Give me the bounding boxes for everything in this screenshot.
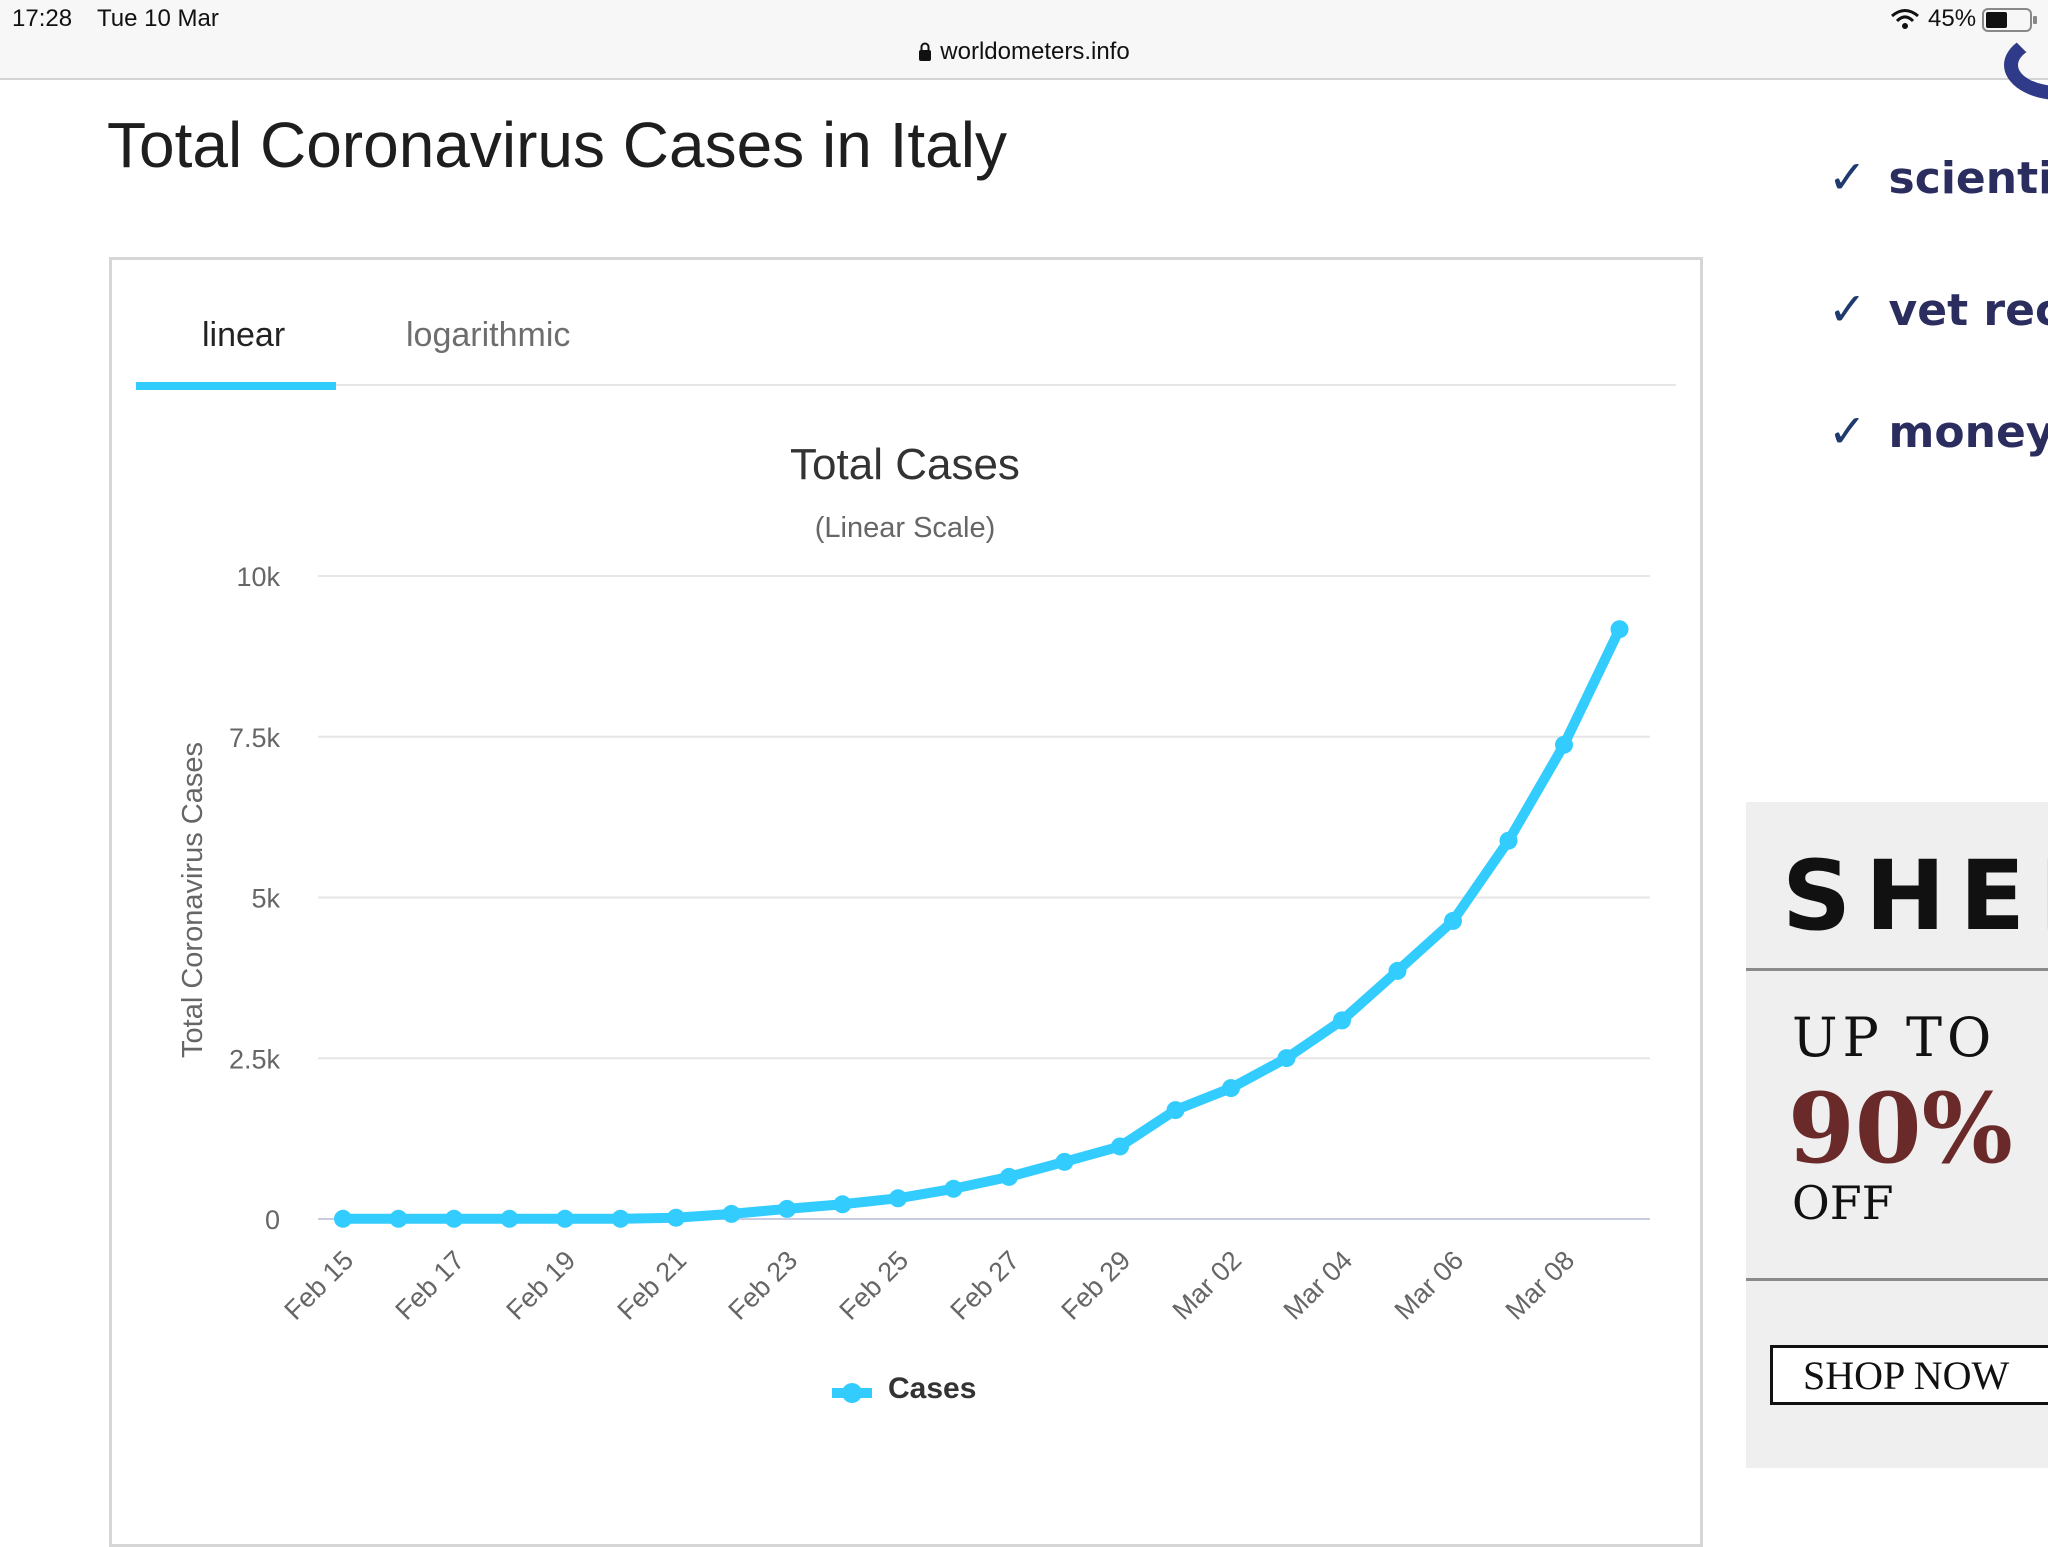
checkmark-icon: ✓ [1828, 404, 1867, 458]
data-point[interactable] [1055, 1152, 1074, 1171]
data-point[interactable] [944, 1179, 963, 1198]
x-tick-label: Feb 15 [279, 1245, 360, 1326]
data-point[interactable] [1555, 735, 1573, 754]
data-point[interactable] [1610, 620, 1629, 639]
x-tick-label: Feb 23 [723, 1245, 804, 1326]
x-tick-label: Mar 04 [1278, 1245, 1359, 1326]
data-point[interactable] [1388, 961, 1407, 980]
data-point[interactable] [500, 1209, 519, 1228]
feature-item[interactable]: ✓ scientifi [1828, 150, 2048, 204]
battery-percent: 45% [1928, 5, 1977, 32]
feature-label: money b [1888, 407, 2048, 458]
series-line-cases [338, 624, 1625, 1224]
data-point[interactable] [722, 1204, 741, 1223]
battery-icon [1982, 8, 2037, 32]
ad-text-off: OFF [1792, 1176, 1894, 1230]
status-time: 17:28 [12, 5, 73, 32]
feature-item[interactable]: ✓ vet reco [1828, 282, 2048, 336]
data-point[interactable] [1277, 1049, 1296, 1068]
advertisement-banner[interactable]: SHEI UP TO 90% OFF SHOP NOW [1746, 802, 2048, 1468]
data-point[interactable] [1000, 1167, 1018, 1186]
browser-status-bar: 17:28 Tue 10 Mar worldometers.info 45% [0, 0, 2048, 80]
lock-icon [919, 42, 932, 61]
feature-label: scientifi [1888, 153, 2048, 204]
divider [1746, 968, 2048, 971]
y-tick-label: 10k [236, 562, 280, 592]
data-point[interactable] [445, 1209, 463, 1228]
data-point[interactable] [1111, 1137, 1129, 1156]
data-point[interactable] [611, 1209, 630, 1228]
shop-now-button[interactable]: SHOP NOW [1770, 1345, 2048, 1405]
y-tick-label: 2.5k [229, 1044, 281, 1074]
page-title: Total Coronavirus Cases in Italy [107, 109, 1007, 181]
feature-label: vet reco [1888, 285, 2048, 336]
chart-card [109, 257, 1703, 1547]
ad-brand-logo: SHEI [1782, 840, 2048, 952]
data-point[interactable] [1222, 1079, 1240, 1098]
x-tick-label: Mar 08 [1500, 1245, 1581, 1326]
address-bar[interactable]: worldometers.info [0, 38, 2048, 66]
data-point[interactable] [1333, 1011, 1351, 1030]
feature-item[interactable]: ✓ money b [1828, 404, 2048, 458]
x-tick-label: Feb 19 [501, 1245, 582, 1326]
legend-swatch-cases [832, 1383, 872, 1403]
y-tick-label: 7.5k [229, 723, 281, 753]
chart-subtitle: (Linear Scale) [814, 512, 996, 544]
x-tick-label: Mar 06 [1389, 1245, 1470, 1326]
ad-discount: 90% [1788, 1072, 2013, 1185]
tab-logarithmic[interactable]: logarithmic [406, 316, 571, 354]
tab-linear[interactable]: linear [202, 316, 286, 354]
data-point[interactable] [1166, 1101, 1185, 1120]
checkmark-icon: ✓ [1828, 150, 1867, 204]
data-point[interactable] [1499, 831, 1518, 850]
y-tick-label: 5k [251, 884, 280, 914]
x-tick-label: Feb 27 [945, 1245, 1026, 1326]
x-tick-label: Mar 02 [1167, 1245, 1248, 1326]
divider [1746, 1278, 2048, 1281]
ad-text-upto: UP TO [1792, 1006, 1997, 1069]
chart-title: Total Cases [790, 440, 1020, 489]
data-point[interactable] [778, 1199, 796, 1218]
url-text[interactable]: worldometers.info [940, 38, 1130, 65]
y-tick-label: 0 [265, 1205, 280, 1235]
x-tick-label: Feb 21 [612, 1245, 693, 1326]
x-tick-label: Feb 29 [1056, 1245, 1137, 1326]
x-tick-label: Feb 17 [390, 1245, 471, 1326]
x-tick-label: Feb 25 [834, 1245, 915, 1326]
active-tab-indicator [136, 382, 336, 390]
data-point[interactable] [1444, 911, 1462, 930]
data-point[interactable] [556, 1209, 574, 1228]
y-axis-label: Total Coronavirus Cases [177, 742, 209, 1058]
data-point[interactable] [389, 1209, 408, 1228]
data-point[interactable] [667, 1208, 685, 1227]
status-date: Tue 10 Mar [97, 5, 219, 32]
line-chart: 0 2.5k 5k 7.5k 10k Feb 15 Feb 17 Feb 19 Feb 21 F… [177, 562, 1650, 1326]
checkmark-icon: ✓ [1828, 282, 1867, 336]
data-point[interactable] [334, 1209, 352, 1228]
legend-label-cases[interactable]: Cases [888, 1372, 977, 1405]
data-point[interactable] [889, 1189, 907, 1208]
wifi-icon [1891, 9, 1919, 29]
data-point[interactable] [833, 1195, 852, 1214]
scale-tab-bar: linear logarithmic [136, 296, 1676, 390]
